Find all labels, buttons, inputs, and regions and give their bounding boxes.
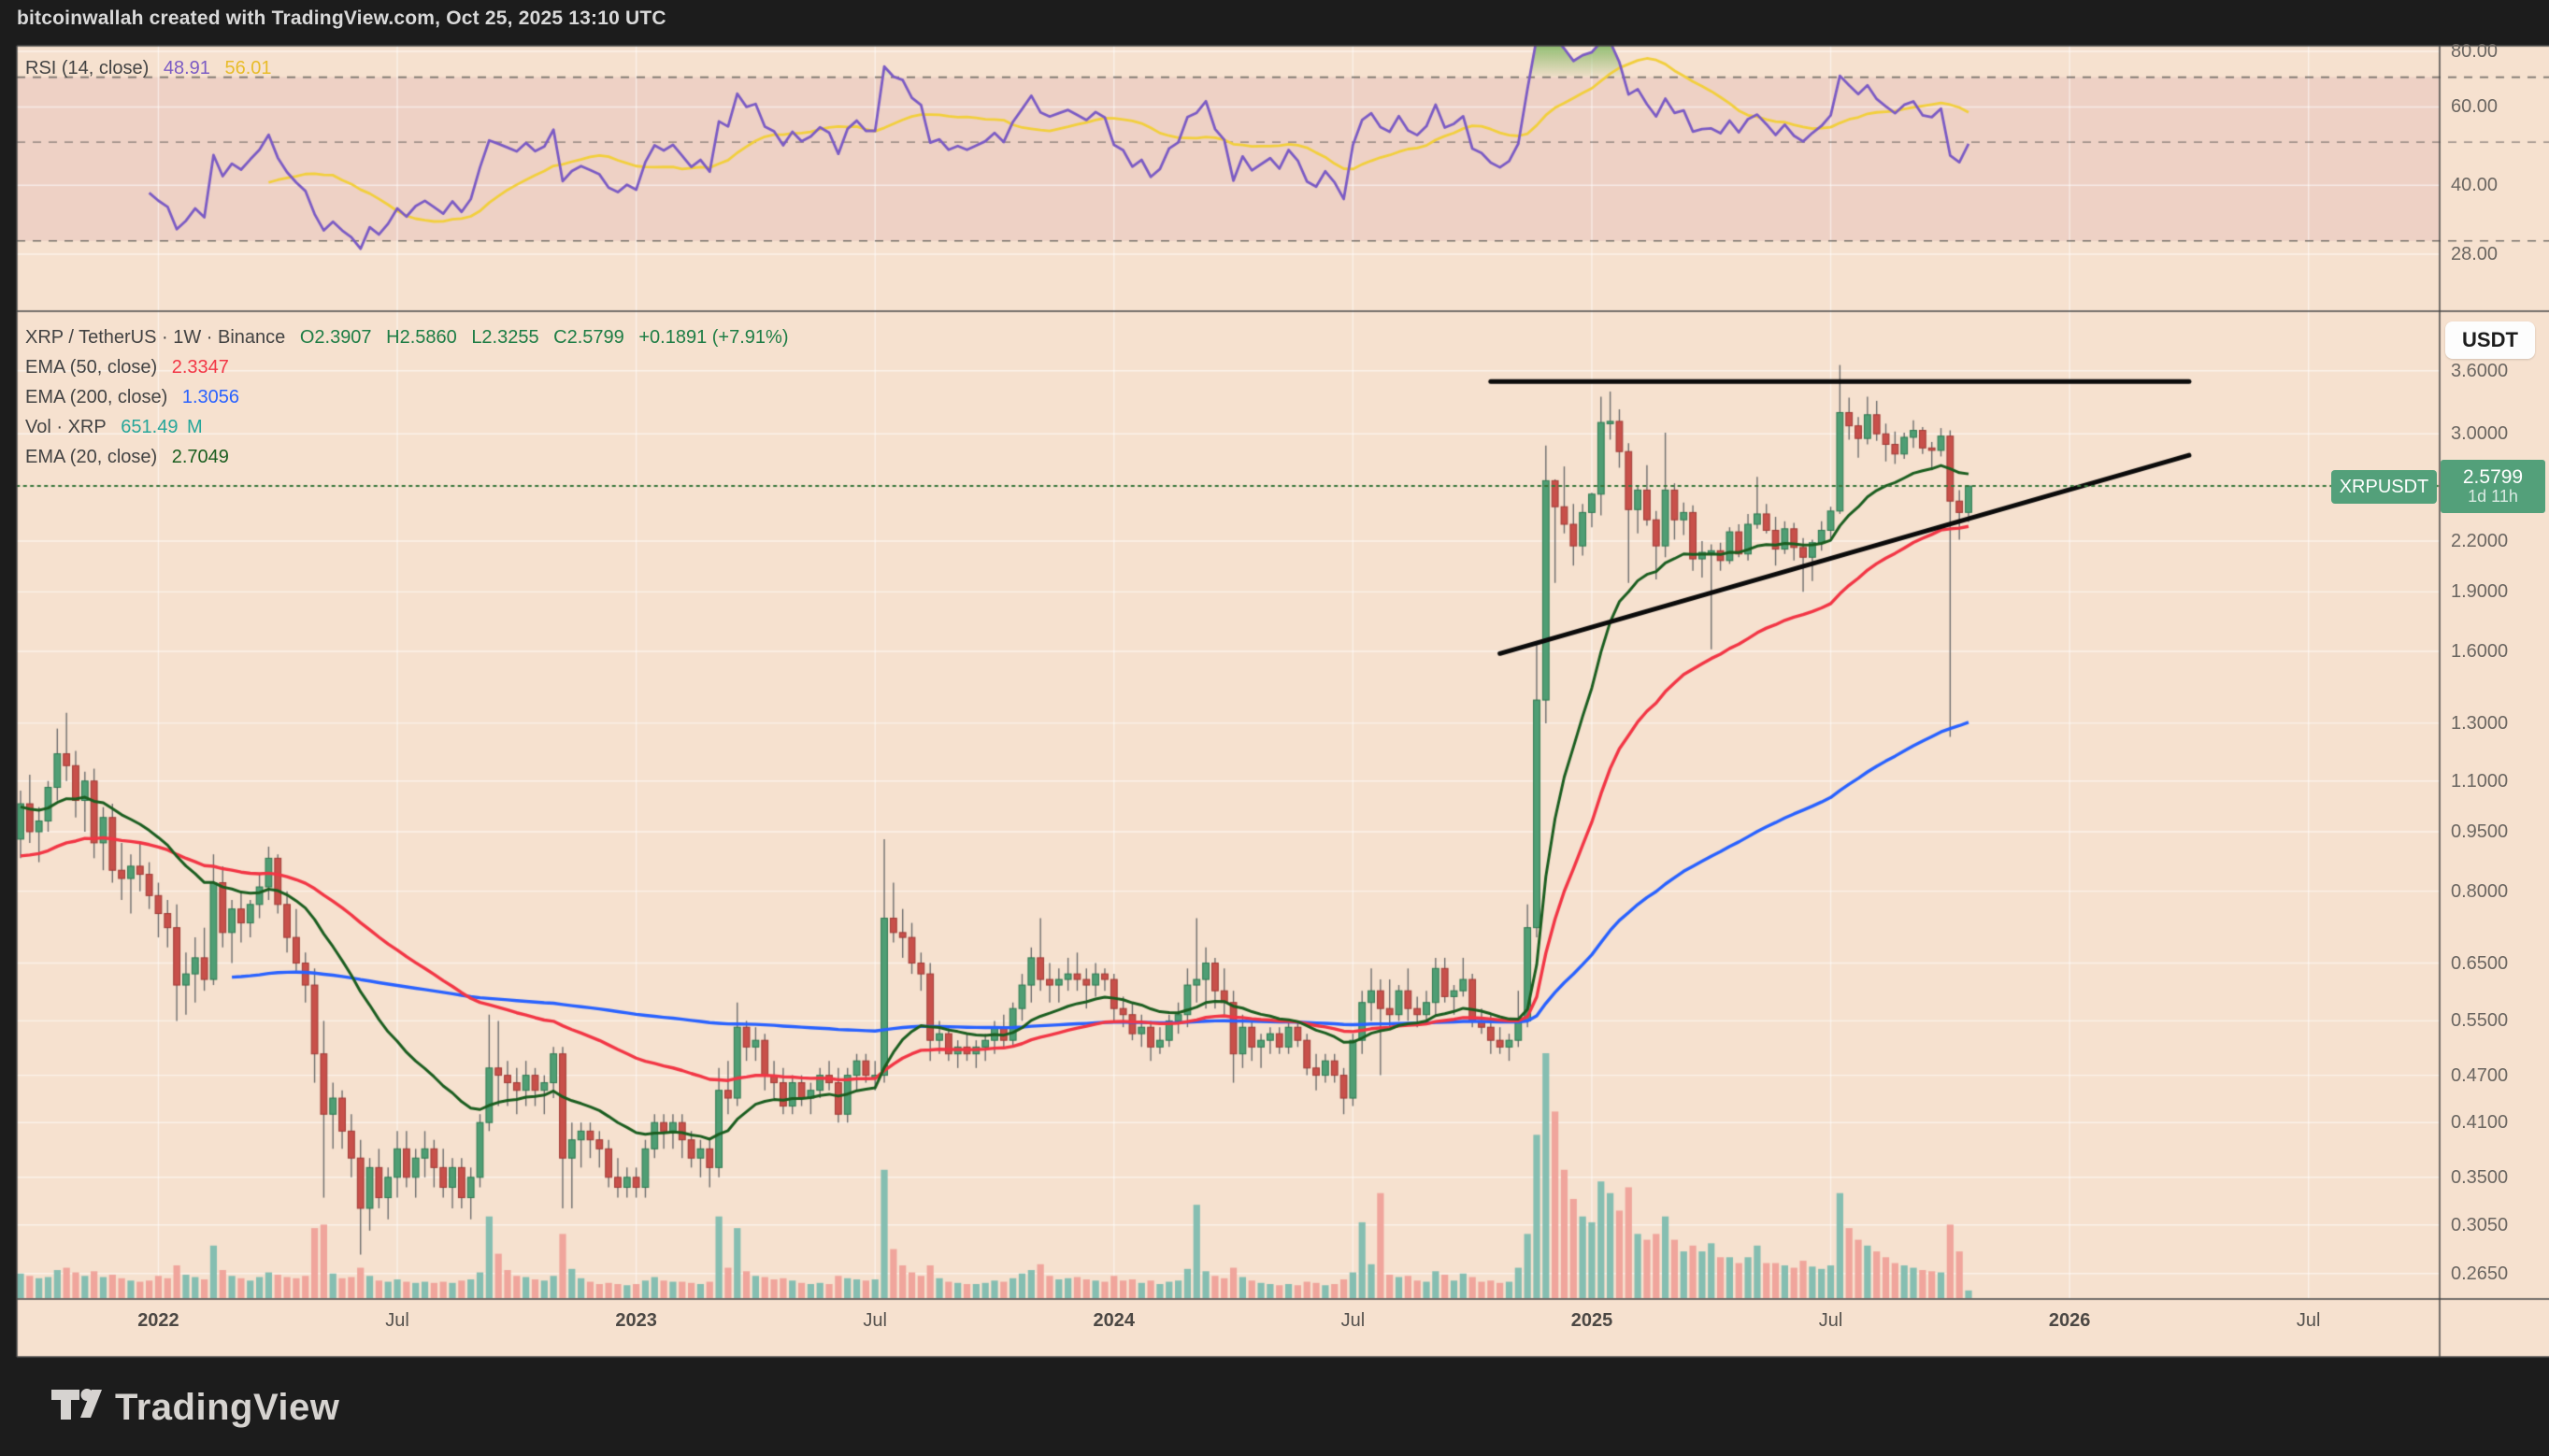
attribution-header: bitcoinwallah created with TradingView.c…: [17, 7, 666, 29]
bar-countdown: 1d 11h: [2468, 487, 2518, 507]
last-price-badge: 2.5799 1d 11h: [2441, 460, 2545, 513]
currency-toggle-button[interactable]: USDT: [2445, 321, 2535, 359]
symbol-price-label-chip: XRPUSDT: [2331, 470, 2437, 504]
last-price-value: 2.5799: [2462, 466, 2524, 489]
tradingview-brand-text: TradingView: [115, 1387, 340, 1428]
tradingview-logo[interactable]: TradingView: [51, 1387, 339, 1429]
tradingview-logo-icon: [51, 1388, 102, 1420]
